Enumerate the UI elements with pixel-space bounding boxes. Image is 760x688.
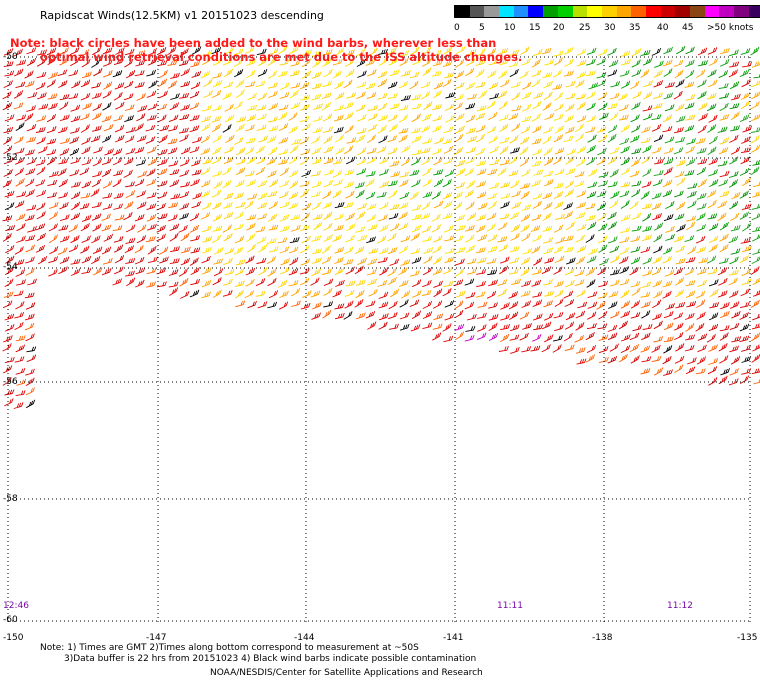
legend-swatch [660, 6, 676, 17]
legend-label: 45 [682, 23, 694, 33]
wind-barb-group [3, 47, 760, 396]
legend-swatch [645, 6, 661, 17]
note-line: optimal wind retrieval conditions are me… [40, 50, 523, 64]
legend-label: 35 [629, 23, 641, 33]
credit-line: NOAA/NESDIS/Center for Satellite Applica… [210, 668, 483, 678]
pass-time: 11:11 [497, 601, 523, 611]
lon-label: -138 [592, 633, 613, 643]
lat-lon-grid [7, 56, 751, 625]
legend-color-bar [454, 5, 760, 18]
pass-time: 12:46 [3, 601, 29, 611]
legend-label: 25 [579, 23, 591, 33]
legend-swatch [469, 6, 485, 17]
legend-label: 10 [504, 23, 516, 33]
legend-label: 5 [479, 23, 485, 33]
legend-label: 30 [604, 23, 616, 33]
wind-barb-group [2, 46, 760, 396]
wind-barb-group [354, 46, 760, 265]
lon-label: -144 [294, 633, 315, 643]
wind-barbs-layer [2, 45, 760, 409]
wind-barb-group [200, 45, 642, 255]
lat-label: -52 [3, 153, 18, 163]
footnote: Note: 1) Times are GMT 2)Times along bot… [40, 643, 476, 665]
wind-barb-group [586, 58, 760, 266]
wind-barb-group [2, 46, 760, 409]
wind-barb-group [5, 46, 752, 409]
legend-swatch [484, 6, 500, 17]
footnote-line: 3)Data buffer is 22 hrs from 20151023 4)… [64, 654, 477, 664]
legend-label: 40 [657, 23, 669, 33]
legend-label: 15 [529, 23, 541, 33]
lat-label: -56 [3, 377, 18, 387]
legend-swatch [587, 6, 602, 17]
wind-barb-group [200, 47, 760, 299]
legend-swatch [543, 6, 558, 17]
pass-time: 11:12 [667, 601, 693, 611]
legend-swatch [601, 6, 617, 17]
altitude-note: Note: black circles have been added to t… [10, 36, 522, 64]
lon-label: -141 [443, 633, 464, 643]
legend-swatch [455, 6, 470, 17]
map-title: Rapidscat Winds(12.5KM) v1 20151023 desc… [40, 9, 324, 22]
lat-label: -54 [3, 262, 18, 272]
legend-swatch [616, 6, 632, 17]
legend-swatch [528, 6, 544, 17]
legend-label: 0 [454, 23, 460, 33]
note-line: Note: black circles have been added to t… [10, 36, 497, 50]
legend-swatch [719, 6, 735, 17]
lon-label: -147 [146, 633, 167, 643]
wind-barb-group [201, 46, 760, 299]
wind-barb-group [454, 323, 542, 342]
wind-speed-legend: 0 5 10 15 20 25 30 35 40 45 >50 knots [454, 5, 760, 35]
legend-labels: 0 5 10 15 20 25 30 35 40 45 >50 knots [454, 23, 760, 35]
lon-label: -135 [737, 633, 758, 643]
legend-swatch [675, 6, 690, 17]
lat-label: -60 [3, 615, 18, 625]
legend-label: 20 [553, 23, 565, 33]
footnote-line: Note: 1) Times are GMT 2)Times along bot… [40, 643, 419, 653]
lon-label: -150 [3, 633, 24, 643]
legend-swatch [704, 6, 720, 17]
legend-unit: >50 knots [707, 23, 754, 33]
legend-swatch [513, 6, 529, 17]
legend-swatch [557, 6, 573, 17]
wind-barb-group [586, 45, 760, 255]
legend-swatch [734, 6, 749, 17]
legend-swatch [499, 6, 514, 17]
legend-swatch [748, 6, 760, 17]
legend-swatch [690, 6, 705, 17]
lat-label: -58 [3, 494, 18, 504]
legend-swatch [572, 6, 588, 17]
legend-swatch [631, 6, 646, 17]
lat-label: -50 [3, 52, 18, 62]
